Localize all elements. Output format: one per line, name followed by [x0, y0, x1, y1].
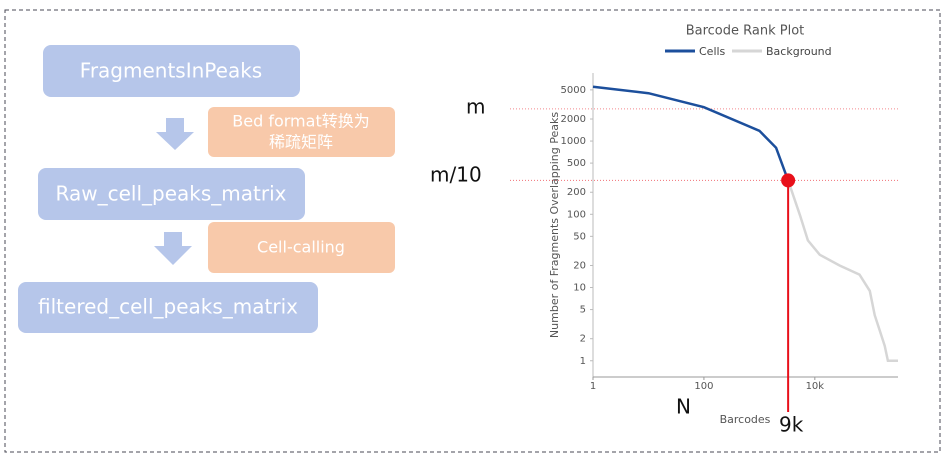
- y-tick-label: 1000: [561, 136, 586, 147]
- y-tick-label: 2000: [561, 114, 586, 125]
- annotation: m: [466, 95, 485, 119]
- box: [18, 282, 318, 333]
- step-label: Cell-calling: [257, 238, 345, 257]
- y-tick-label: 10: [573, 283, 586, 294]
- step-label: Bed format转换为: [232, 112, 369, 131]
- legend-label: Background: [766, 45, 832, 58]
- y-tick-label: 100: [567, 209, 586, 220]
- y-tick-label: 20: [573, 260, 586, 271]
- x-tick-label: 1: [590, 381, 596, 392]
- y-axis-label: Number of Fragments Overlapping Peaks: [548, 112, 561, 338]
- step-label: 稀疏矩阵: [269, 133, 333, 152]
- y-tick-label: 2: [580, 334, 586, 345]
- y-tick-label: 1: [580, 356, 586, 367]
- box-label: Raw_cell_peaks_matrix: [56, 182, 287, 206]
- y-tick-label: 50: [573, 231, 586, 242]
- step-box: [208, 107, 395, 157]
- series-line: [786, 179, 898, 363]
- box: [38, 168, 305, 220]
- annotation: m/10: [430, 163, 482, 187]
- chart-title: Barcode Rank Plot: [686, 24, 805, 39]
- y-tick-label: 5000: [561, 85, 586, 96]
- y-tick-label: 200: [567, 187, 586, 198]
- y-tick-label: 5: [580, 305, 586, 316]
- legend-label: Cells: [699, 45, 726, 58]
- y-tick-label: 500: [567, 158, 586, 169]
- annotation: 9k: [779, 413, 804, 437]
- annotation: N: [676, 395, 691, 419]
- box: [43, 45, 300, 97]
- x-tick-label: 10k: [806, 381, 825, 392]
- step-box: [208, 222, 395, 273]
- threshold-point: [781, 173, 796, 188]
- box-label: FragmentsInPeaks: [80, 59, 262, 83]
- x-tick-label: 100: [694, 381, 713, 392]
- arrow: [154, 232, 192, 265]
- arrow: [156, 118, 194, 150]
- x-axis-label: Barcodes: [720, 413, 771, 426]
- frame: [4, 9, 941, 453]
- box-label: filtered_cell_peaks_matrix: [38, 295, 298, 319]
- series-line: [592, 85, 790, 181]
